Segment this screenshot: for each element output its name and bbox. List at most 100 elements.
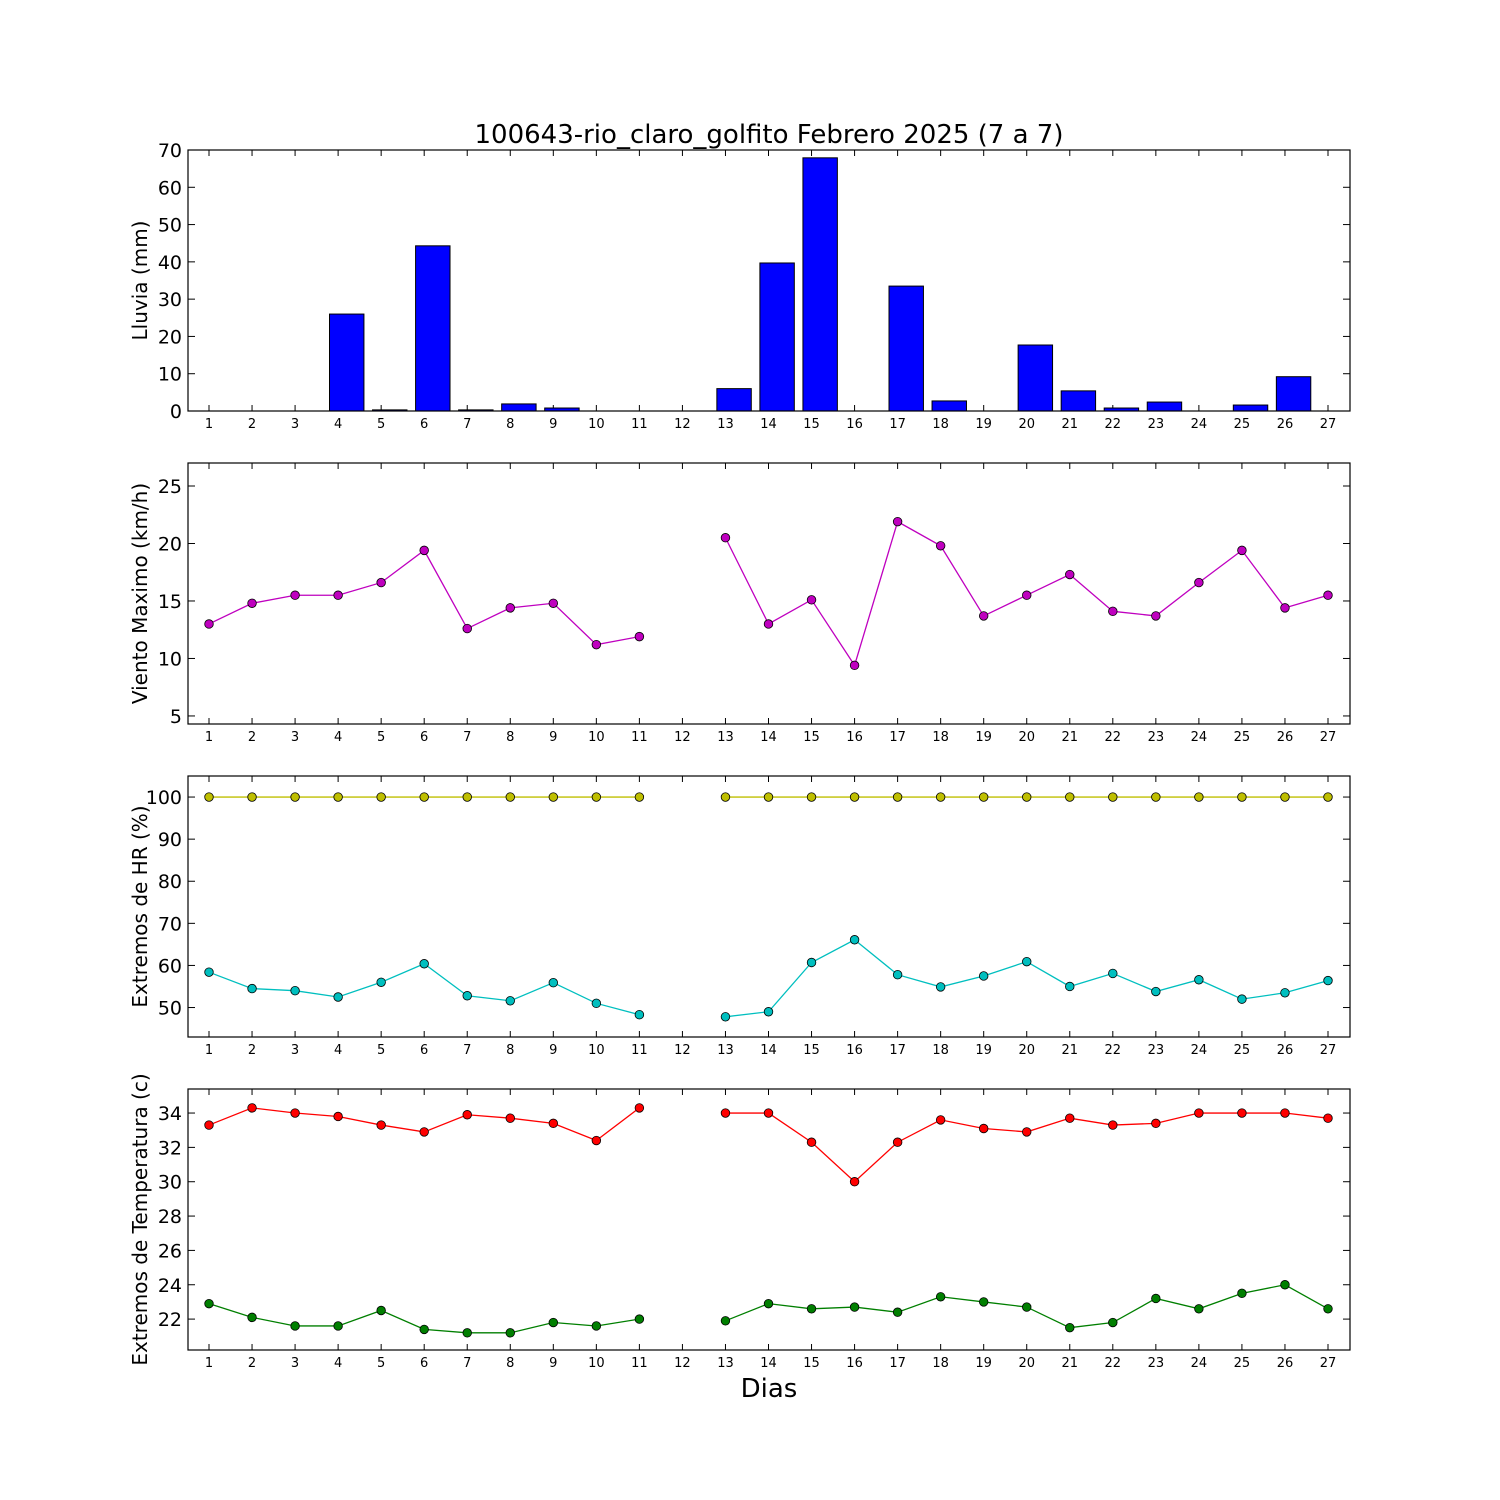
data-point: [806, 1304, 817, 1314]
data-point: [505, 996, 515, 1006]
bar: [1060, 390, 1097, 412]
bar: [888, 285, 924, 412]
bar: [931, 400, 967, 412]
y-axis-label: Extremos de HR (%): [128, 805, 152, 1007]
xtick-label: 10: [588, 1356, 605, 1371]
xtick-label: 16: [846, 730, 863, 745]
plot-frame: [187, 462, 1351, 725]
data-point: [1151, 611, 1161, 621]
data-point: [247, 983, 257, 994]
data-point: [935, 1292, 946, 1302]
xtick-label: 9: [549, 730, 557, 745]
bar: [415, 245, 451, 412]
data-point: [548, 1317, 559, 1328]
xtick-label: 11: [631, 730, 648, 745]
data-point: [462, 1110, 472, 1120]
data-point: [548, 598, 559, 608]
plot-frame: [187, 775, 1351, 1038]
data-point: [1022, 590, 1032, 600]
data-point: [462, 792, 472, 802]
xtick-label: 3: [291, 730, 299, 745]
xtick-label: 27: [1320, 417, 1337, 432]
xtick-label: 17: [889, 1356, 906, 1371]
data-point: [462, 623, 472, 634]
data-point: [1108, 1317, 1118, 1328]
data-point: [1065, 569, 1075, 580]
data-point: [1237, 1288, 1247, 1299]
data-point: [892, 1307, 903, 1317]
xtick-label: 4: [334, 1356, 342, 1371]
bar: [501, 403, 537, 412]
data-point: [290, 985, 300, 996]
data-point: [1065, 981, 1075, 992]
plot-frame: [187, 1088, 1351, 1351]
xtick-label: 4: [334, 730, 342, 745]
data-point: [247, 792, 257, 802]
xtick-label: 26: [1277, 1043, 1294, 1058]
data-point: [806, 792, 817, 802]
xtick-label: 23: [1148, 1356, 1165, 1371]
ytick-label: 20: [158, 533, 182, 555]
bar: [1232, 404, 1269, 412]
xtick-label: 11: [631, 1356, 648, 1371]
data-point: [978, 1297, 989, 1307]
data-point: [1022, 956, 1032, 967]
data-point: [849, 1302, 860, 1312]
xtick-label: 14: [760, 730, 777, 745]
xtick-label: 18: [932, 730, 949, 745]
xtick-label: 25: [1234, 1043, 1251, 1058]
data-point: [935, 982, 946, 992]
data-point: [204, 619, 214, 629]
ytick-label: 30: [158, 289, 182, 311]
xtick-label: 6: [420, 1043, 428, 1058]
xtick-label: 21: [1061, 1043, 1078, 1058]
data-point: [763, 1298, 774, 1309]
data-point: [419, 792, 429, 802]
data-point: [376, 577, 386, 588]
xtick-label: 14: [760, 1356, 777, 1371]
data-point: [419, 545, 429, 556]
data-point: [1194, 1108, 1204, 1118]
xtick-label: 19: [975, 1043, 992, 1058]
xtick-label: 6: [420, 730, 428, 745]
ytick-label: 60: [158, 177, 182, 199]
xtick-label: 27: [1320, 1043, 1337, 1058]
data-point: [634, 1103, 645, 1113]
xtick-label: 10: [588, 1043, 605, 1058]
data-point: [1280, 603, 1290, 613]
data-point: [1022, 1127, 1032, 1137]
xtick-label: 6: [420, 1356, 428, 1371]
xtick-label: 24: [1191, 1356, 1208, 1371]
data-point: [591, 998, 602, 1009]
xtick-label: 22: [1105, 1356, 1122, 1371]
data-point: [1108, 606, 1118, 617]
xtick-label: 22: [1105, 730, 1122, 745]
xtick-label: 8: [506, 1356, 514, 1371]
data-point: [720, 792, 731, 802]
xtick-label: 3: [291, 417, 299, 432]
xtick-label: 20: [1018, 730, 1035, 745]
xtick-label: 14: [760, 1043, 777, 1058]
xtick-label: 13: [717, 1356, 734, 1371]
data-point: [505, 1113, 515, 1123]
xtick-label: 2: [248, 417, 256, 432]
y-axis-label: Extremos de Temperatura (c): [128, 1073, 152, 1365]
ytick-label: 22: [158, 1309, 182, 1331]
xtick-label: 14: [760, 417, 777, 432]
xtick-label: 18: [932, 417, 949, 432]
xtick-label: 23: [1148, 417, 1165, 432]
data-point: [1280, 1280, 1290, 1290]
ytick-label: 15: [158, 591, 182, 613]
xtick-label: 21: [1061, 730, 1078, 745]
xtick-label: 7: [463, 1356, 471, 1371]
xtick-label: 12: [674, 1356, 691, 1371]
xtick-label: 26: [1277, 730, 1294, 745]
xtick-label: 4: [334, 1043, 342, 1058]
data-point: [1323, 590, 1333, 600]
xtick-label: 3: [291, 1043, 299, 1058]
ytick-label: 50: [158, 998, 182, 1020]
xtick-label: 25: [1234, 1356, 1251, 1371]
data-point: [1237, 994, 1247, 1004]
